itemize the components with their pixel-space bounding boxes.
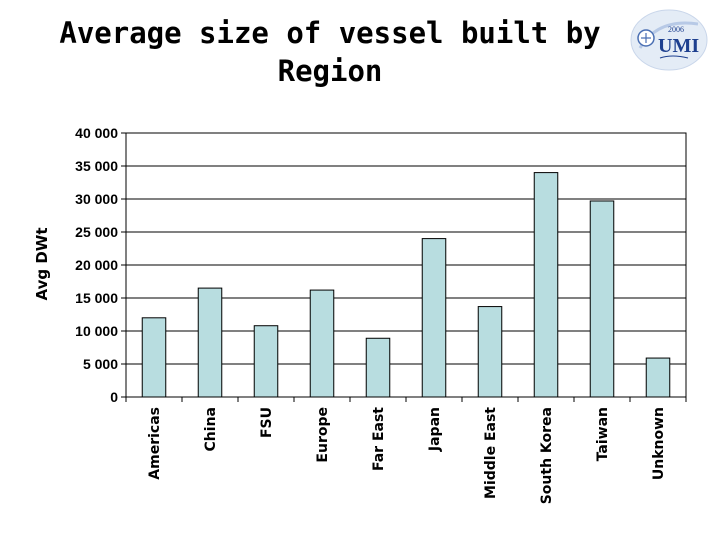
y-tick-label: 35 000 bbox=[75, 158, 118, 174]
y-axis-label: Avg DWt bbox=[33, 228, 51, 301]
bars bbox=[141, 172, 671, 398]
x-tick-labels: Americas China FSU Europe Far East Japan Middl… bbox=[125, 397, 687, 504]
x-tick-label: Far East bbox=[371, 407, 387, 471]
bar bbox=[309, 289, 335, 398]
x-tick-label: Japan bbox=[427, 407, 443, 452]
bar bbox=[197, 287, 223, 398]
x-tick-label: Europe bbox=[315, 407, 331, 463]
bar bbox=[253, 325, 279, 398]
bar bbox=[589, 200, 615, 398]
bar bbox=[645, 357, 671, 398]
y-tick-label: 15 000 bbox=[75, 290, 118, 306]
y-tick-labels: 0 5 000 10 000 15 000 20 000 25 000 30 000 35 0… bbox=[75, 125, 126, 405]
y-tick-label: 30 000 bbox=[75, 191, 118, 207]
bar bbox=[365, 337, 391, 398]
x-tick-label: Americas bbox=[147, 407, 163, 480]
y-tick-label: 10 000 bbox=[75, 323, 118, 339]
logo-year: 2006 bbox=[668, 25, 684, 34]
x-tick-label: FSU bbox=[259, 407, 275, 438]
x-tick-label: South Korea bbox=[539, 407, 555, 504]
logo-text: UMI bbox=[658, 35, 699, 57]
umi-2006-logo-icon: 2006 UMI bbox=[630, 9, 708, 71]
x-tick-label: Unknown bbox=[651, 407, 667, 480]
x-tick-label: Taiwan bbox=[595, 407, 611, 461]
x-tick-label: China bbox=[203, 407, 219, 451]
y-tick-label: 0 bbox=[110, 389, 118, 405]
y-tick-label: 5 000 bbox=[83, 356, 118, 372]
chart-title: Average size of vessel built by Region bbox=[20, 14, 640, 90]
x-tick-label: Middle East bbox=[483, 407, 499, 499]
y-tick-label: 40 000 bbox=[75, 125, 118, 141]
bar bbox=[141, 317, 167, 398]
chart-title-line-2: Region bbox=[277, 54, 383, 88]
y-tick-label: 25 000 bbox=[75, 224, 118, 240]
y-tick-label: 20 000 bbox=[75, 257, 118, 273]
bar bbox=[477, 306, 503, 398]
chart-title-line-1: Average size of vessel built by bbox=[59, 16, 601, 50]
bar bbox=[421, 238, 447, 398]
bar bbox=[533, 172, 559, 398]
